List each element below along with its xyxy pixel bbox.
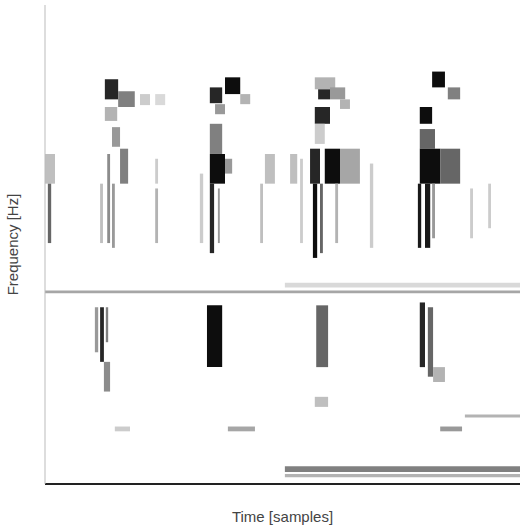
svg-text:Frequency [Hz]: Frequency [Hz] xyxy=(4,194,21,296)
svg-text:Time [samples]: Time [samples] xyxy=(232,508,333,525)
